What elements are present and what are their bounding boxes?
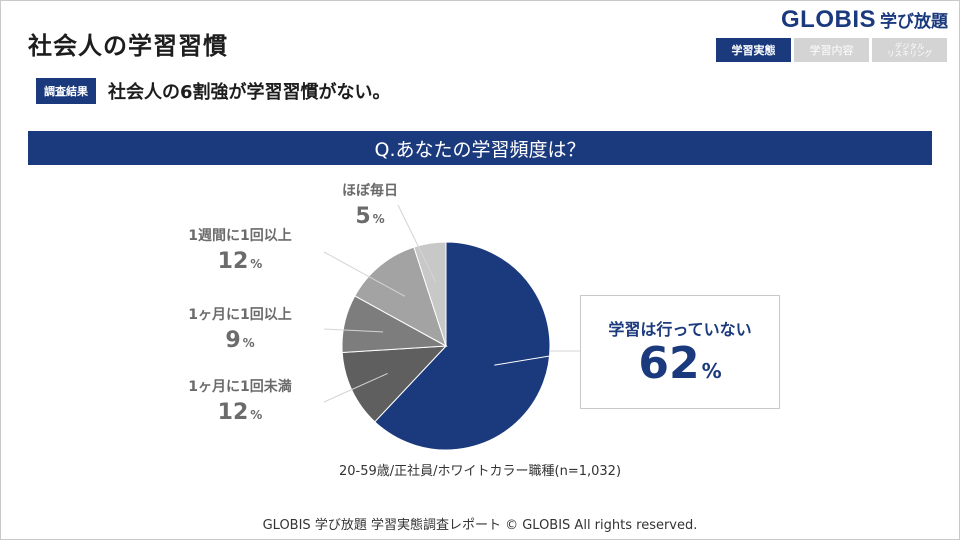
result-text: 社会人の6割強が学習習慣がない。 xyxy=(108,82,391,103)
slice-label-4: ほぼ毎日 xyxy=(342,183,398,199)
logo-subtitle: 学び放題 xyxy=(880,12,948,32)
leader-line-4 xyxy=(397,204,437,283)
slice-label-group-1: 1ヶ月に1回未満 12% xyxy=(165,376,315,425)
slice-value-number-3: 12 xyxy=(217,249,249,274)
slice-value-number-1: 12 xyxy=(217,400,249,425)
page-title: 社会人の学習習慣 xyxy=(28,32,228,60)
logo-word: GLOBIS xyxy=(780,6,876,33)
slice-label-2: 1ヶ月に1回以上 xyxy=(188,307,292,323)
slice-value-unit-0: % xyxy=(701,359,722,383)
tab-learning-status[interactable]: 学習実態 xyxy=(716,38,791,62)
slice-value-unit-3: % xyxy=(250,257,263,271)
slice-value-unit-1: % xyxy=(250,408,263,422)
slice-label-group-3: 1週間に1回以上 12% xyxy=(165,225,315,274)
pie-slices xyxy=(341,241,551,451)
tab-learning-content[interactable]: 学習内容 xyxy=(794,38,869,62)
pie-slice-3 xyxy=(354,246,447,348)
pie-slice-4 xyxy=(413,241,447,347)
slice-value-3: 12% xyxy=(165,249,315,274)
result-row: 調査結果 社会人の6割強が学習習慣がない。 xyxy=(36,78,391,104)
slice-value-1: 12% xyxy=(165,400,315,425)
globis-logo[interactable]: GLOBIS 学び放題 xyxy=(781,6,948,34)
pie-slice-1 xyxy=(341,345,448,423)
slice-value-number-4: 5 xyxy=(355,204,371,229)
slice-value-number-0: 62 xyxy=(638,338,700,389)
slice-label-box-0: 学習は行っていない 62% xyxy=(580,295,780,409)
leader-lines xyxy=(323,204,581,403)
question-banner: Q.あなたの学習頻度は？ xyxy=(28,131,932,165)
slice-label-3: 1週間に1回以上 xyxy=(188,228,292,244)
slice-value-0: 62% xyxy=(581,338,779,389)
slice-value-2: 9% xyxy=(165,328,315,353)
slice-label-0: 学習は行っていない xyxy=(608,320,752,339)
leader-line-3 xyxy=(323,251,406,297)
slice-label-group-4: ほぼ毎日 5% xyxy=(330,180,410,229)
copyright-footer: GLOBIS 学び放題 学習実態調査レポート © GLOBIS All righ… xyxy=(262,518,698,533)
slice-value-unit-2: % xyxy=(242,336,255,350)
leader-line-2 xyxy=(323,328,384,333)
leader-line-0 xyxy=(494,350,581,366)
slice-value-unit-4: % xyxy=(372,212,385,226)
slice-value-number-2: 9 xyxy=(225,328,241,353)
slice-label-group-2: 1ヶ月に1回以上 9% xyxy=(165,304,315,353)
leader-line-1 xyxy=(323,372,388,403)
sample-note: 20-59歳/正社員/ホワイトカラー職種(n=1,032) xyxy=(338,464,622,479)
slice-label-1: 1ヶ月に1回未満 xyxy=(188,379,292,395)
slice-value-4: 5% xyxy=(330,204,410,229)
pie-slice-0 xyxy=(374,241,551,451)
tab-digital-reskilling[interactable]: デジタル リスキリング xyxy=(872,38,947,62)
result-badge: 調査結果 xyxy=(36,78,96,104)
section-tabs: 学習実態 学習内容 デジタル リスキリング xyxy=(716,38,947,62)
